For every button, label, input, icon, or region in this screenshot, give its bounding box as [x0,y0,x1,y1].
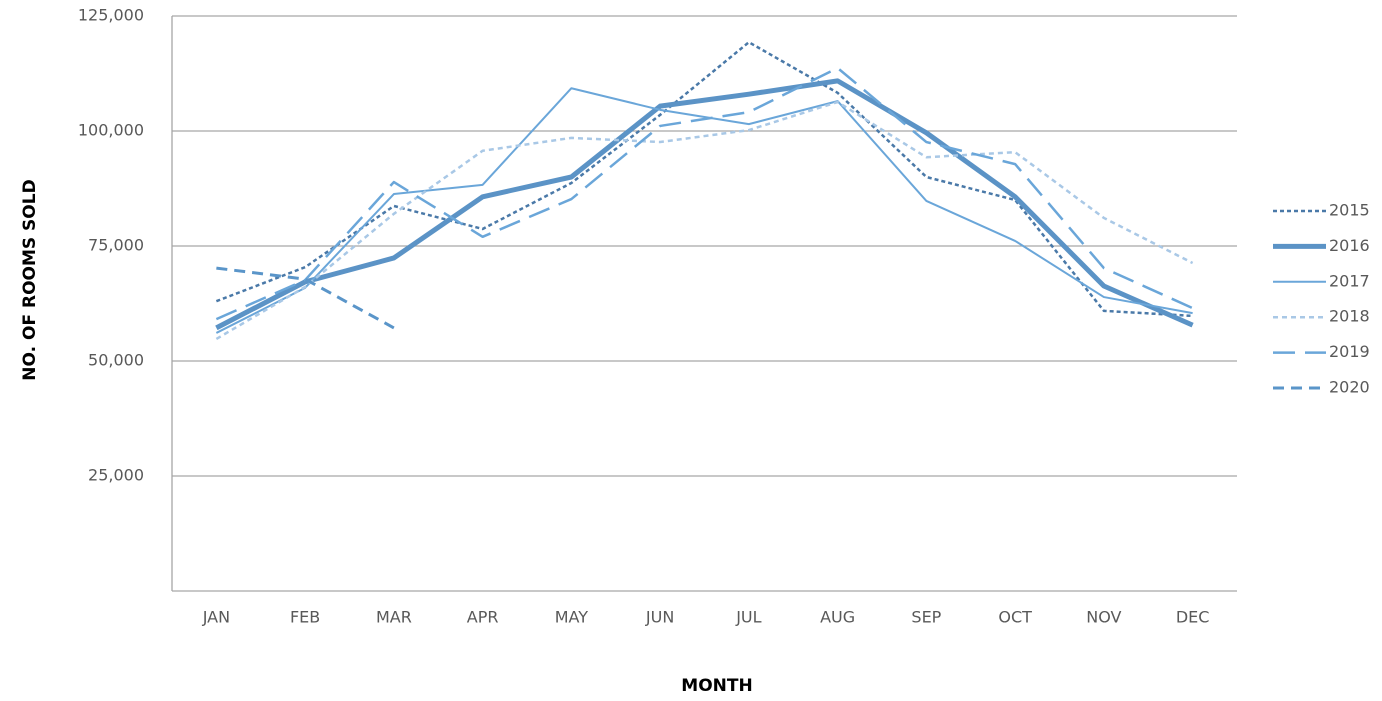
x-tick-label: SEP [911,608,941,627]
y-tick-label: 25,000 [88,466,144,485]
series-line [215,66,1194,321]
x-tick-label: JUN [645,608,674,627]
series-line [215,78,1194,331]
x-tick-label: APR [467,608,499,627]
x-tick-label: AUG [820,608,855,627]
x-tick-label: FEB [290,608,320,627]
x-tick-label: MAR [376,608,412,627]
y-tick-label: 100,000 [78,121,144,140]
x-tick-label: JAN [202,608,230,627]
legend-label: 2018 [1329,307,1370,326]
legend-label: 2016 [1329,236,1370,255]
y-tick-label: 75,000 [88,236,144,255]
x-tick-label: DEC [1176,608,1210,627]
x-tick-label: MAY [555,608,589,627]
x-tick-label: JUL [735,608,761,627]
legend-label: 2020 [1329,378,1370,397]
y-tick-label: 125,000 [78,6,144,25]
x-axis-title: MONTH [681,676,752,696]
x-tick-label: NOV [1086,608,1121,627]
y-tick-label: 50,000 [88,351,144,370]
series-line [215,40,1193,318]
y-axis-title: NO. OF ROOMS SOLD [20,179,40,380]
legend-label: 2017 [1329,271,1370,290]
series-line [215,100,1194,340]
series-line [215,87,1193,334]
legend-label: 2019 [1329,342,1370,361]
legend-label: 2015 [1329,201,1370,220]
x-tick-label: OCT [998,608,1032,627]
